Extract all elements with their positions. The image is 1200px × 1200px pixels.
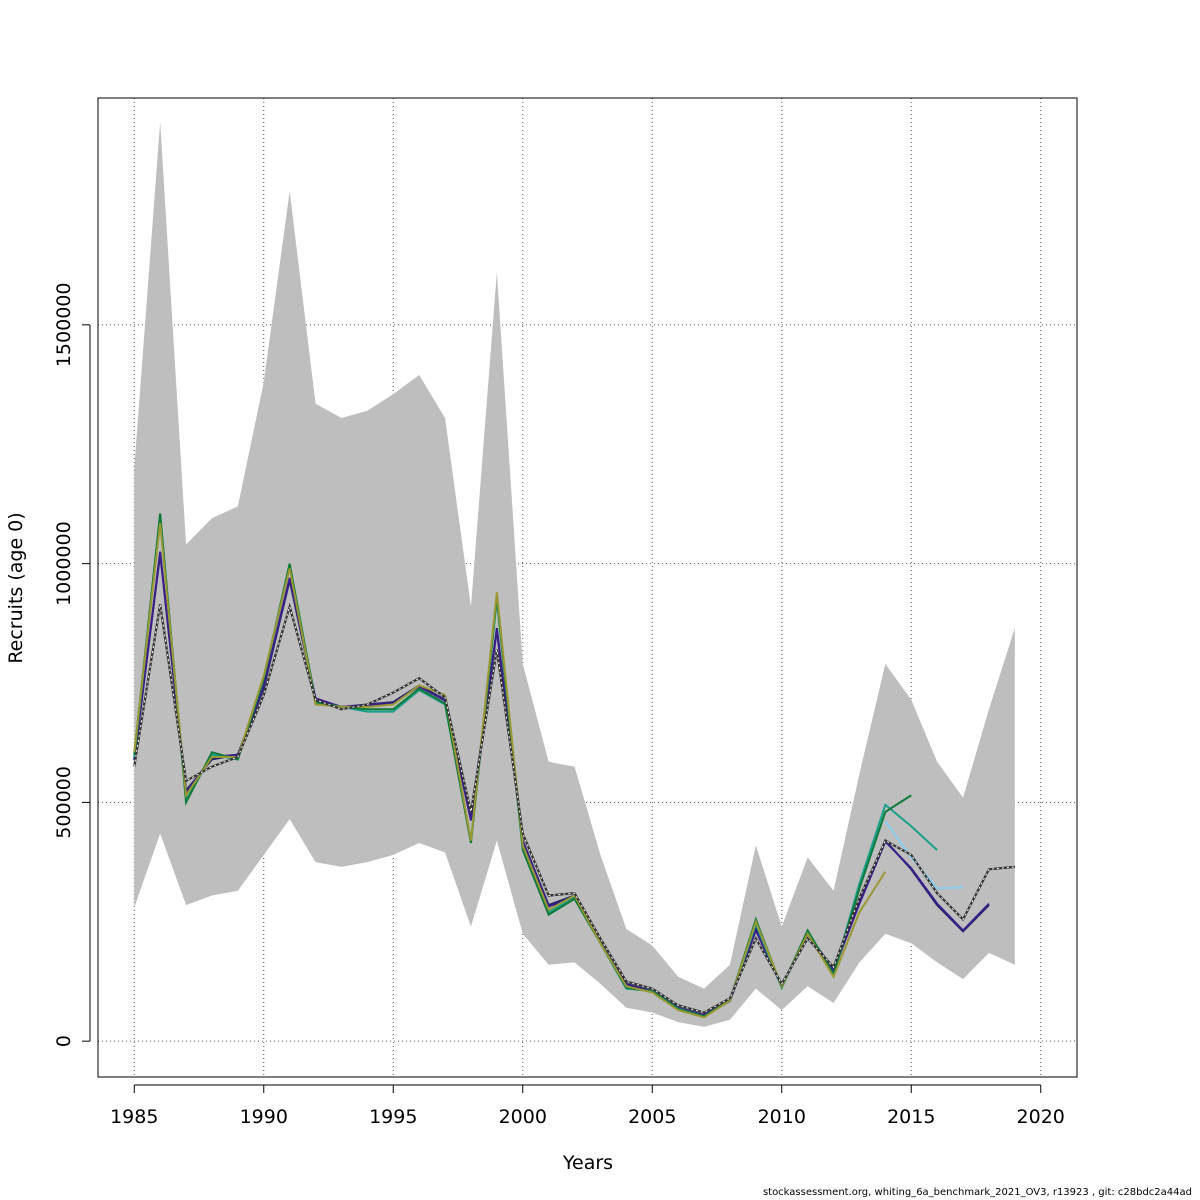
- y-tick-label-1500000: 1500000: [53, 283, 75, 368]
- x-tick-label-2015: 2015: [887, 1106, 935, 1128]
- x-tick-label-1990: 1990: [240, 1106, 288, 1128]
- x-tick-label-2000: 2000: [499, 1106, 547, 1128]
- plot-frame: [97, 97, 1078, 1078]
- y-tick-label-500000: 500000: [53, 766, 75, 839]
- confidence-band: [134, 121, 1015, 1027]
- series-line-0-dash: [133, 604, 1015, 1014]
- footer-note: stockassessment.org, whiting_6a_benchmar…: [762, 1187, 1192, 1198]
- x-tick-label-2020: 2020: [1017, 1106, 1065, 1128]
- confidence-band-area: [134, 121, 1015, 1027]
- x-tick-label-2005: 2005: [628, 1106, 676, 1128]
- x-tick-label-2010: 2010: [758, 1106, 806, 1128]
- axes: 1985 1990 1995 2000 2005 2010 2015 2020 0 500000 1…: [53, 283, 1065, 1128]
- y-axis-title: Recruits (age 0): [5, 512, 27, 663]
- y-tick-label-0: 0: [53, 1035, 75, 1047]
- x-tick-label-1995: 1995: [369, 1106, 417, 1128]
- series-line-6: [133, 522, 887, 1019]
- x-axis-title: Years: [562, 1152, 613, 1174]
- x-tick-label-1985: 1985: [110, 1106, 158, 1128]
- series-lines: [133, 513, 1015, 1019]
- y-tick-label-1000000: 1000000: [53, 521, 75, 606]
